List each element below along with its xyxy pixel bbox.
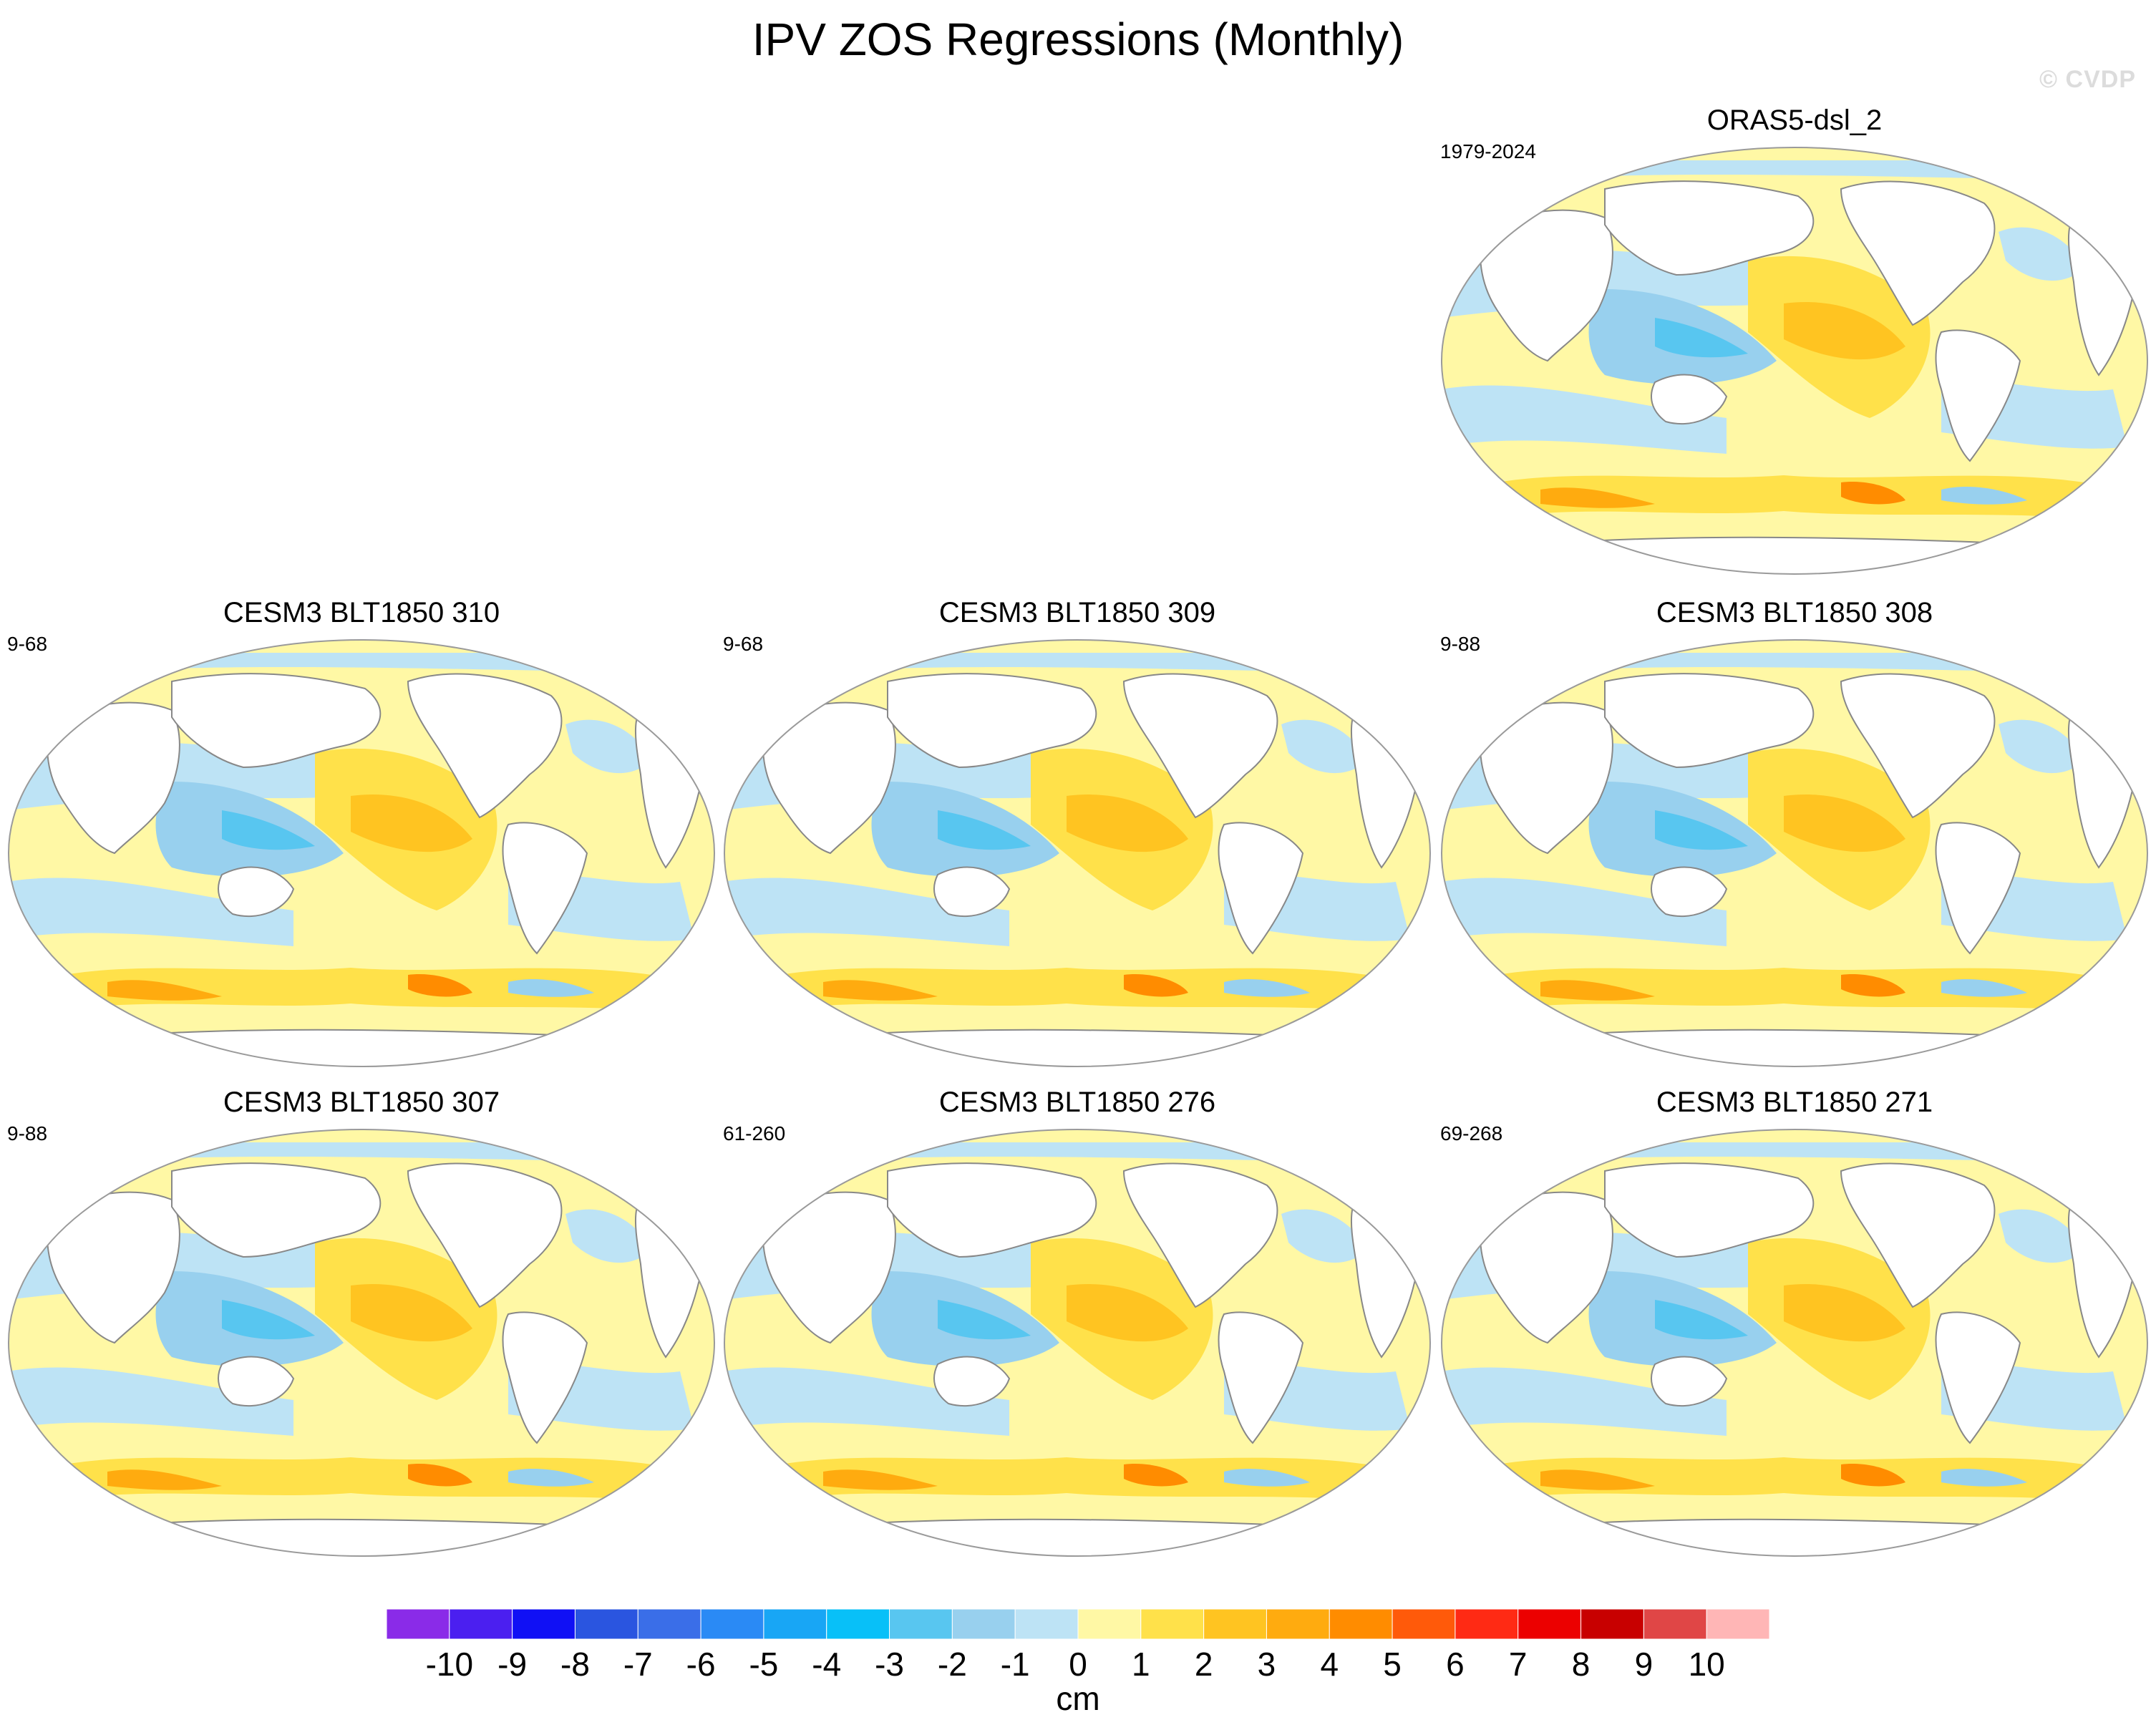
colorbar-swatch <box>951 1608 1016 1640</box>
colorbar-swatch <box>1455 1608 1519 1640</box>
colorbar-swatch <box>1203 1608 1267 1640</box>
panel-period: 61-260 <box>723 1122 786 1145</box>
colorbar-swatch <box>763 1608 827 1640</box>
colorbar-tick-label: 4 <box>1320 1646 1339 1683</box>
panel-title: ORAS5-dsl_2 <box>1706 105 1883 136</box>
colorbar-swatch <box>889 1608 953 1640</box>
colorbar-swatch <box>826 1608 890 1640</box>
colorbar-swatch <box>1580 1608 1644 1640</box>
colorbar-swatch <box>1140 1608 1205 1640</box>
map-panel-oras5: ORAS5-dsl_2 1979-2024 <box>1440 105 2149 570</box>
colorbar-swatch <box>574 1608 638 1640</box>
colorbar-tick-label: 1 <box>1132 1646 1150 1683</box>
world-map <box>7 1128 716 1558</box>
map-panel-308: CESM3 BLT1850 308 9-88 <box>1440 597 2149 1062</box>
colorbar-tick-label: -7 <box>623 1646 653 1683</box>
panel-period: 69-268 <box>1440 1122 1503 1145</box>
colorbar-swatch <box>1077 1608 1142 1640</box>
panel-title: CESM3 BLT1850 308 <box>1656 597 1933 628</box>
colorbar-swatch <box>1518 1608 1582 1640</box>
colorbar-swatch <box>1392 1608 1456 1640</box>
colorbar-swatch <box>512 1608 576 1640</box>
colorbar-tick-label: -2 <box>937 1646 967 1683</box>
colorbar-tick-label: 10 <box>1688 1646 1725 1683</box>
world-map <box>723 638 1432 1068</box>
colorbar-tick-label: -5 <box>749 1646 779 1683</box>
panel-period: 9-68 <box>723 633 764 655</box>
panel-period: 1979-2024 <box>1440 140 1536 162</box>
colorbar-swatch <box>637 1608 701 1640</box>
colorbar-tick-label: -10 <box>425 1646 474 1683</box>
colorbar-swatch <box>386 1608 450 1640</box>
world-map <box>1440 638 2149 1068</box>
colorbar-swatch <box>700 1608 764 1640</box>
colorbar-tick-label: -8 <box>560 1646 590 1683</box>
colorbar-tick-label: -3 <box>875 1646 904 1683</box>
panel-period: 9-88 <box>7 1122 48 1145</box>
colorbar-swatch <box>1266 1608 1330 1640</box>
colorbar-labels: -10 -9 -8 -7 -6 -5 -4 -3 -2 -1 0 1 2 3 4 5 6 7 8 9 10 <box>385 1645 1768 1688</box>
colorbar-tick-label: 8 <box>1571 1646 1591 1683</box>
panel-title: CESM3 BLT1850 276 <box>938 1087 1216 1118</box>
figure-title: IPV ZOS Regressions (Monthly) <box>752 14 1404 65</box>
colorbar-tick-label: 2 <box>1194 1646 1213 1683</box>
colorbar-tick-label: -9 <box>497 1646 528 1683</box>
colorbar-tick-label: 6 <box>1446 1646 1465 1683</box>
colorbar-units: cm <box>1056 1680 1100 1717</box>
colorbar-tick-label: 9 <box>1634 1646 1654 1683</box>
colorbar-tick-label: -1 <box>1000 1646 1030 1683</box>
world-map <box>1440 1128 2149 1558</box>
colorbar-tick-label: 5 <box>1383 1646 1402 1683</box>
colorbar-swatch <box>1014 1608 1079 1640</box>
panel-title: CESM3 BLT1850 307 <box>223 1087 500 1118</box>
colorbar-swatch <box>1329 1608 1393 1640</box>
map-panel-276: CESM3 BLT1850 276 61-260 <box>723 1087 1432 1552</box>
map-panel-307: CESM3 BLT1850 307 9-88 <box>7 1087 716 1552</box>
colorbar <box>386 1608 1770 1640</box>
colorbar-swatch <box>449 1608 513 1640</box>
colorbar-swatch <box>1643 1608 1707 1640</box>
watermark: © CVDP <box>2039 66 2136 93</box>
world-map <box>7 638 716 1068</box>
colorbar-tick-label: -6 <box>686 1646 716 1683</box>
panel-period: 9-68 <box>7 633 48 655</box>
panel-title: CESM3 BLT1850 309 <box>938 597 1216 628</box>
map-panel-310: CESM3 BLT1850 310 9-68 <box>7 597 716 1062</box>
panel-title: CESM3 BLT1850 310 <box>223 597 500 628</box>
map-panel-271: CESM3 BLT1850 271 69-268 <box>1440 1087 2149 1552</box>
world-map <box>723 1128 1432 1558</box>
map-panel-309: CESM3 BLT1850 309 9-68 <box>723 597 1432 1062</box>
world-map <box>1440 146 2149 575</box>
colorbar-tick-label: 7 <box>1508 1646 1528 1683</box>
colorbar-tick-label: -4 <box>812 1646 842 1683</box>
colorbar-tick-label: 3 <box>1257 1646 1276 1683</box>
panel-title: CESM3 BLT1850 271 <box>1656 1087 1933 1118</box>
panel-period: 9-88 <box>1440 633 1481 655</box>
colorbar-swatch <box>1706 1608 1770 1640</box>
colorbar-tick-label: 0 <box>1069 1646 1087 1683</box>
